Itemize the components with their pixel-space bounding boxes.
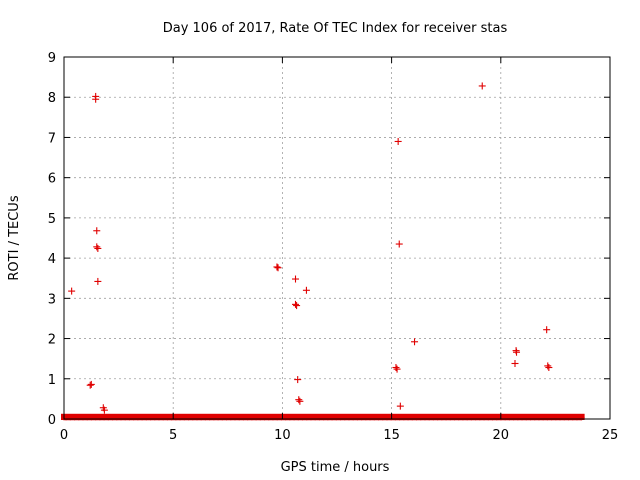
data-points — [68, 82, 553, 414]
data-point — [394, 137, 402, 145]
y-tick-label: 0 — [48, 413, 56, 428]
x-tick-label: 5 — [169, 428, 177, 443]
y-tick-label: 9 — [48, 51, 56, 66]
data-point — [295, 396, 303, 404]
y-tick-label: 7 — [48, 131, 56, 146]
axis-ticks: 0 5 10 15 20 25 0 1 2 3 4 5 6 7 8 9 — [48, 51, 619, 443]
y-tick-label: 8 — [48, 91, 56, 106]
data-point — [93, 227, 101, 235]
data-point — [302, 286, 310, 294]
data-point — [292, 300, 300, 308]
data-point — [274, 264, 282, 272]
x-axis-label: GPS time / hours — [281, 460, 390, 475]
data-point — [273, 263, 281, 271]
data-point — [293, 302, 301, 310]
data-point — [92, 95, 100, 103]
y-tick-label: 3 — [48, 292, 56, 307]
x-tick-label: 0 — [60, 428, 68, 443]
y-tick-label: 1 — [48, 373, 56, 388]
grid — [64, 57, 610, 419]
data-point — [292, 275, 300, 283]
data-point — [543, 326, 551, 334]
data-point — [94, 277, 102, 285]
x-tick-label: 20 — [493, 428, 510, 443]
data-point — [411, 338, 419, 346]
x-tick-label: 15 — [383, 428, 400, 443]
x-tick-label: 25 — [602, 428, 619, 443]
x-tick-label: 10 — [274, 428, 291, 443]
data-point — [513, 348, 521, 356]
y-tick-label: 6 — [48, 172, 56, 187]
data-point — [93, 243, 101, 251]
y-axis-label: ROTI / TECUs — [7, 195, 22, 280]
y-tick-label: 4 — [48, 252, 56, 267]
data-point — [393, 365, 401, 373]
y-tick-label: 5 — [48, 212, 56, 227]
data-point — [395, 240, 403, 248]
data-point — [511, 359, 519, 367]
baseline-cluster — [61, 413, 585, 421]
data-point — [100, 406, 108, 414]
chart-title: Day 106 of 2017, Rate Of TEC Index for r… — [163, 21, 508, 36]
data-point — [86, 381, 94, 389]
data-point — [68, 287, 76, 295]
data-point — [544, 362, 552, 370]
data-point — [478, 82, 486, 90]
data-point — [296, 397, 304, 405]
data-point — [396, 402, 404, 410]
data-point — [545, 364, 553, 372]
data-point — [87, 380, 95, 388]
y-tick-label: 2 — [48, 333, 56, 348]
data-point — [294, 376, 302, 384]
data-point — [94, 244, 102, 252]
data-point — [392, 364, 400, 372]
plot-frame — [63, 56, 611, 420]
